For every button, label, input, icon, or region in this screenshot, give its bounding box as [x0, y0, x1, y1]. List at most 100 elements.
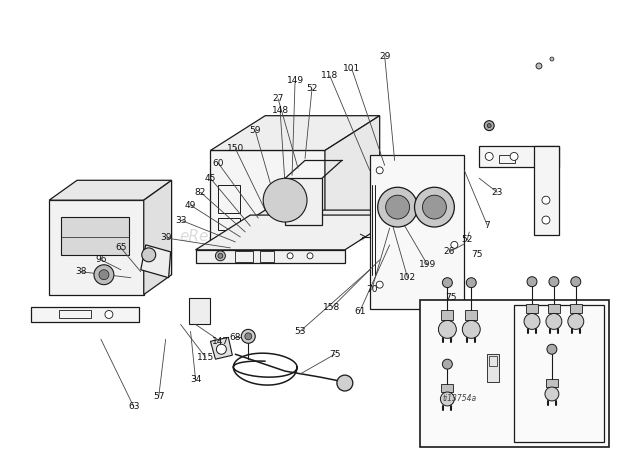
Text: 26: 26: [444, 248, 455, 256]
Polygon shape: [210, 210, 379, 245]
Bar: [370, 156, 464, 309]
Text: 118: 118: [321, 71, 339, 81]
Bar: [548, 303, 560, 313]
Text: 61: 61: [354, 307, 366, 316]
Circle shape: [524, 313, 540, 329]
Circle shape: [542, 216, 550, 224]
Circle shape: [142, 248, 156, 262]
Text: 75: 75: [329, 350, 340, 359]
Circle shape: [264, 178, 307, 222]
Circle shape: [386, 195, 410, 219]
Bar: [499, 156, 515, 163]
Text: 102: 102: [399, 273, 416, 282]
Circle shape: [215, 251, 226, 261]
Bar: [526, 303, 538, 313]
Circle shape: [485, 152, 493, 161]
Text: 199: 199: [419, 260, 436, 269]
Circle shape: [245, 333, 252, 340]
Polygon shape: [210, 116, 379, 151]
Polygon shape: [49, 200, 144, 294]
Circle shape: [484, 121, 494, 131]
Text: 68: 68: [229, 333, 241, 342]
Circle shape: [287, 253, 293, 259]
Text: 96: 96: [95, 255, 107, 264]
Polygon shape: [31, 307, 139, 323]
Circle shape: [443, 359, 453, 369]
Circle shape: [571, 277, 581, 287]
Polygon shape: [188, 298, 210, 324]
Circle shape: [536, 63, 542, 69]
Circle shape: [438, 320, 456, 339]
Text: 82: 82: [195, 188, 206, 197]
Bar: [218, 185, 241, 213]
Text: 59: 59: [249, 126, 261, 135]
Polygon shape: [195, 215, 400, 250]
Circle shape: [241, 329, 255, 343]
Circle shape: [376, 167, 383, 174]
Text: 150: 150: [227, 144, 244, 153]
Text: 49: 49: [185, 201, 196, 210]
Text: 53: 53: [294, 327, 306, 336]
Text: ti13754a: ti13754a: [442, 394, 476, 404]
Text: 149: 149: [286, 76, 304, 86]
Circle shape: [307, 253, 313, 259]
Bar: [479, 146, 559, 167]
Polygon shape: [325, 116, 379, 245]
Circle shape: [440, 392, 454, 406]
Text: 65: 65: [115, 243, 126, 253]
Bar: [534, 146, 559, 235]
Bar: [218, 218, 241, 230]
Bar: [441, 384, 453, 392]
Text: 147: 147: [212, 337, 229, 346]
Circle shape: [451, 242, 458, 248]
Circle shape: [415, 187, 454, 227]
Circle shape: [443, 278, 453, 288]
Bar: [487, 354, 499, 382]
Circle shape: [546, 313, 562, 329]
Circle shape: [218, 253, 223, 258]
Polygon shape: [210, 151, 325, 245]
Text: 75: 75: [446, 293, 457, 302]
Circle shape: [568, 313, 584, 329]
Circle shape: [463, 320, 480, 339]
Polygon shape: [141, 245, 171, 278]
Circle shape: [94, 265, 114, 285]
Circle shape: [527, 277, 537, 287]
Text: 101: 101: [343, 65, 360, 73]
Text: 29: 29: [379, 51, 391, 61]
Polygon shape: [195, 250, 345, 263]
Bar: [570, 303, 582, 313]
Text: 52: 52: [306, 84, 317, 93]
Circle shape: [216, 344, 226, 354]
Circle shape: [337, 375, 353, 391]
Text: 45: 45: [205, 174, 216, 183]
Bar: [61, 217, 129, 255]
Polygon shape: [49, 180, 172, 200]
Bar: [260, 251, 274, 262]
Circle shape: [549, 277, 559, 287]
Bar: [420, 299, 609, 447]
Bar: [546, 379, 558, 387]
Circle shape: [378, 187, 417, 227]
Text: 148: 148: [272, 106, 289, 115]
Text: 57: 57: [153, 393, 164, 401]
Circle shape: [99, 270, 109, 280]
Circle shape: [545, 387, 559, 401]
Text: 75: 75: [471, 250, 483, 259]
Text: 115: 115: [197, 353, 214, 362]
Polygon shape: [144, 180, 172, 294]
Text: 34: 34: [190, 374, 202, 384]
Bar: [514, 304, 604, 442]
Text: 52: 52: [462, 235, 473, 244]
Bar: [59, 310, 91, 318]
Text: eReplacementParts.com: eReplacementParts.com: [180, 229, 366, 244]
Polygon shape: [285, 178, 322, 225]
Polygon shape: [210, 337, 232, 359]
Text: 158: 158: [323, 303, 340, 312]
Text: 60: 60: [213, 159, 224, 168]
Circle shape: [466, 278, 476, 288]
Circle shape: [510, 152, 518, 161]
Text: 7: 7: [484, 221, 490, 229]
Circle shape: [422, 195, 446, 219]
Circle shape: [550, 57, 554, 61]
